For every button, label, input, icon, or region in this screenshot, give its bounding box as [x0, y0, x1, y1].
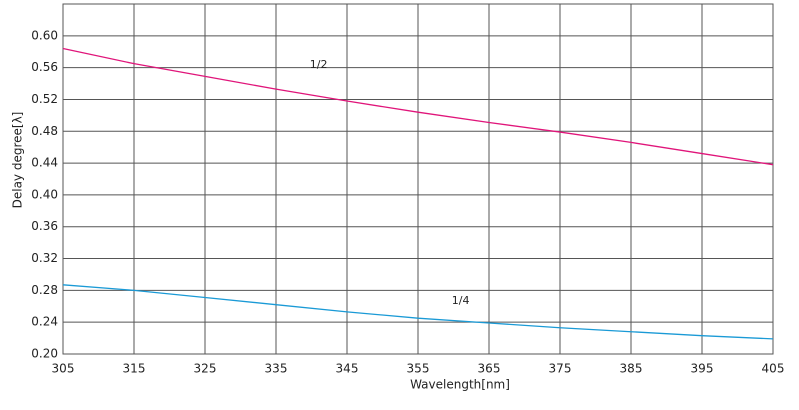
- x-axis-label: Wavelength[nm]: [410, 378, 510, 392]
- y-tick-label: 0.56: [31, 60, 58, 74]
- x-tick-label: 385: [620, 362, 643, 376]
- x-tick-label: 365: [478, 362, 501, 376]
- y-axis-label: Delay degree[λ]: [11, 112, 25, 209]
- x-tick-label: 335: [265, 362, 288, 376]
- x-tick-label: 305: [52, 362, 75, 376]
- x-tick-label: 375: [549, 362, 572, 376]
- series-line: [62, 284, 774, 340]
- y-tick-label: 0.44: [31, 156, 58, 170]
- y-tick-label: 0.24: [31, 315, 58, 329]
- y-tick-label: 0.20: [31, 347, 58, 361]
- x-tick-label: 315: [123, 362, 146, 376]
- series-label: 1/4: [452, 294, 470, 307]
- y-tick-label: 0.52: [31, 92, 58, 106]
- x-tick-label: 395: [691, 362, 714, 376]
- series-line: [62, 47, 774, 166]
- x-tick-label: 405: [762, 362, 785, 376]
- x-tick-label: 345: [336, 362, 359, 376]
- y-tick-label: 0.40: [31, 187, 58, 201]
- y-tick-label: 0.48: [31, 124, 58, 138]
- y-tick-label: 0.36: [31, 219, 58, 233]
- y-tick-label: 0.60: [31, 28, 58, 42]
- y-tick-label: 0.32: [31, 251, 58, 265]
- x-tick-label: 325: [194, 362, 217, 376]
- series-label: 1/2: [310, 58, 328, 71]
- x-tick-label: 355: [407, 362, 430, 376]
- y-tick-label: 0.28: [31, 283, 58, 297]
